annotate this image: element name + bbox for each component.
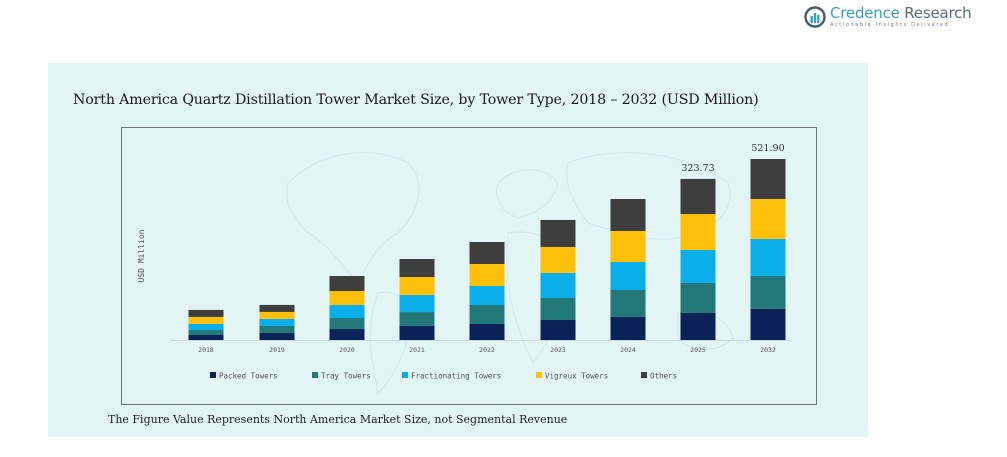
legend-item-packed-towers: Packed Towers: [210, 372, 278, 381]
legend-item-vigreux-towers: Vigreux Towers: [536, 372, 608, 381]
bar-segment-vigreux-towers-2019: [259, 311, 295, 319]
bar-stack-2024: [610, 199, 646, 340]
footnote: The Figure Value Represents North Americ…: [108, 413, 568, 426]
bar-segment-vigreux-towers-2022: [469, 263, 505, 286]
x-tick-label: 2021: [409, 346, 425, 354]
plot-frame: [121, 127, 817, 405]
bar-segment-others-2019: [259, 304, 295, 312]
legend-label: Packed Towers: [219, 372, 278, 381]
bar-segment-tray-towers-2021: [399, 312, 435, 327]
bar-segment-others-2023: [540, 219, 576, 247]
legend: Packed Towers Tray Towers Fractionating To…: [210, 372, 677, 381]
legend-swatch: [312, 372, 318, 378]
brand-name: Credence Research: [830, 4, 972, 22]
bar-segment-tray-towers-2019: [259, 325, 295, 333]
legend-item-others: Others: [641, 372, 677, 381]
bar-segment-packed-towers-2025: [680, 312, 716, 340]
brand-name-part2: Research: [899, 4, 972, 22]
chart-title: North America Quartz Distillation Tower …: [73, 92, 759, 108]
bar-stack-2025: [680, 178, 716, 340]
x-tick-label: 2025: [690, 346, 706, 354]
bar-segment-others-2022: [469, 241, 505, 264]
brand-name-part1: Credence: [830, 4, 900, 22]
legend-label: Others: [650, 372, 677, 381]
bar-segment-vigreux-towers-2023: [540, 246, 576, 273]
bar-segment-tray-towers-2024: [610, 290, 646, 318]
bar-segment-packed-towers-2019: [259, 332, 295, 340]
bar-segment-vigreux-towers-2025: [680, 214, 716, 250]
bar-stack-2022: [469, 241, 505, 340]
x-tick-label: 2024: [620, 346, 636, 354]
legend-swatch: [641, 372, 647, 378]
legend-label: Vigreux Towers: [545, 372, 608, 381]
bar-segment-tray-towers-2023: [540, 298, 576, 320]
bar-segment-packed-towers-2018: [188, 334, 224, 340]
x-tick-label: 2019: [269, 346, 285, 354]
bar-segment-fractionating-towers-2025: [680, 250, 716, 283]
bar-segment-tray-towers-2020: [329, 318, 365, 330]
bar-segment-fractionating-towers-2022: [469, 285, 505, 305]
legend-label: Tray Towers: [321, 372, 371, 381]
y-axis-label: USD Million: [137, 229, 146, 282]
bar-segment-fractionating-towers-2020: [329, 305, 365, 319]
bar-segment-tray-towers-2022: [469, 304, 505, 324]
bar-segment-packed-towers-2024: [610, 317, 646, 340]
bar-stack-2032: [750, 159, 786, 340]
x-tick-label: 2032: [760, 346, 776, 354]
bar-stack-2019: [259, 304, 295, 340]
bar-segment-fractionating-towers-2019: [259, 318, 295, 326]
bar-segment-others-2025: [680, 178, 716, 215]
data-labels: 323.73 521.90: [681, 143, 784, 174]
bar-segment-others-2024: [610, 199, 646, 231]
x-tick-label: 2020: [339, 346, 355, 354]
x-tick-labels: 2018 2019 2020 2021 2022 2023 2024 2025 2032: [198, 346, 776, 354]
brand-tagline: Actionable Insights Delivered: [830, 22, 950, 28]
bar-segment-others-2021: [399, 259, 435, 278]
legend-swatch: [536, 372, 542, 378]
data-label-2032: 521.90: [751, 143, 784, 154]
bar-segment-tray-towers-2032: [750, 275, 786, 309]
bar-stack-2023: [540, 219, 576, 340]
bar-segment-packed-towers-2032: [750, 308, 786, 340]
bar-segment-packed-towers-2021: [399, 326, 435, 340]
bar-segment-others-2020: [329, 276, 365, 292]
legend-swatch: [402, 372, 408, 378]
x-tick-label: 2018: [198, 346, 214, 354]
data-label-2025: 323.73: [681, 163, 714, 174]
bar-stack-2018: [188, 309, 224, 340]
bar-segment-tray-towers-2025: [680, 282, 716, 313]
legend-swatch: [210, 372, 216, 378]
bar-segment-packed-towers-2020: [329, 329, 365, 340]
bar-stack-2021: [399, 259, 435, 340]
bar-segment-vigreux-towers-2018: [188, 316, 224, 324]
x-tick-label: 2023: [550, 346, 566, 354]
bar-segment-packed-towers-2022: [469, 323, 505, 340]
legend-label: Fractionating Towers: [411, 372, 501, 381]
bar-segment-fractionating-towers-2018: [188, 323, 224, 330]
brand-logo: Credence Research Actionable Insights De…: [804, 4, 972, 28]
bar-stack-2020: [329, 276, 365, 340]
bar-chart-circle-logo-icon: [804, 6, 826, 28]
bar-segment-vigreux-towers-2024: [610, 230, 646, 262]
legend-item-fractionating-towers: Fractionating Towers: [402, 372, 501, 381]
legend-item-tray-towers: Tray Towers: [312, 372, 371, 381]
bars-group: [188, 159, 786, 340]
bar-segment-packed-towers-2023: [540, 320, 576, 340]
chart-panel: North America Quartz Distillation Tower …: [48, 63, 868, 437]
bar-segment-fractionating-towers-2024: [610, 261, 646, 290]
bar-segment-tray-towers-2018: [188, 329, 224, 335]
bar-segment-vigreux-towers-2032: [750, 198, 786, 239]
bar-segment-vigreux-towers-2021: [399, 277, 435, 296]
x-tick-label: 2022: [479, 346, 495, 354]
bar-segment-vigreux-towers-2020: [329, 291, 365, 306]
bar-segment-fractionating-towers-2023: [540, 272, 576, 299]
bar-segment-others-2032: [750, 159, 786, 199]
bar-segment-fractionating-towers-2032: [750, 238, 786, 276]
bar-segment-fractionating-towers-2021: [399, 295, 435, 313]
bar-segment-others-2018: [188, 309, 224, 317]
